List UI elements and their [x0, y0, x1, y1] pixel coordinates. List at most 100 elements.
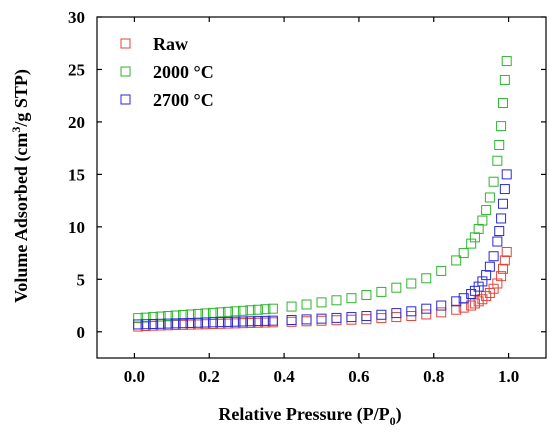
data-point-series-2 [488, 251, 499, 262]
data-point-series-1 [331, 295, 342, 306]
data-point-series-0 [316, 315, 327, 326]
y-tick-label: 25 [68, 60, 85, 79]
data-point-series-2 [140, 319, 151, 330]
data-point-series-2 [331, 312, 342, 323]
data-point-series-2 [361, 311, 372, 322]
data-point-series-0 [497, 263, 508, 274]
data-point-series-2 [346, 312, 357, 323]
x-axis-ticks: 0.0 0.2 0.4 0.6 0.8 1.0 [124, 17, 519, 386]
data-point-series-2 [494, 226, 505, 237]
data-point-series-1 [133, 313, 144, 324]
data-point-series-2 [267, 315, 278, 326]
data-point-series-2 [481, 270, 492, 281]
data-point-series-0 [346, 314, 357, 325]
data-point-series-2 [499, 184, 510, 195]
data-point-series-1 [497, 98, 508, 109]
data-point-series-1 [494, 140, 505, 151]
x-axis-title-main: Relative Pressure (P/P [218, 404, 389, 425]
data-points [133, 56, 512, 332]
data-point-series-2 [237, 316, 248, 327]
data-point-series-0 [301, 316, 312, 327]
data-point-series-0 [436, 307, 447, 318]
data-point-series-1 [481, 205, 492, 216]
data-point-series-1 [477, 215, 488, 226]
y-axis-title-main: Volume Adsorbed (cm [11, 133, 32, 303]
data-point-series-1 [361, 290, 372, 301]
data-point-series-2 [391, 308, 402, 319]
legend-item-2700c: 2700 °C [120, 90, 214, 110]
data-point-series-1 [421, 273, 432, 284]
data-point-series-2 [222, 316, 233, 327]
data-point-series-1 [484, 192, 495, 203]
data-point-series-0 [421, 309, 432, 320]
data-point-series-0 [488, 283, 499, 294]
x-axis-title-end: ) [396, 404, 402, 425]
data-point-series-1 [163, 311, 174, 322]
legend-item-raw: Raw [120, 34, 188, 54]
data-point-series-1 [466, 238, 477, 249]
data-point-series-0 [481, 291, 492, 302]
data-point-series-0 [496, 271, 507, 282]
data-point-series-2 [496, 213, 507, 224]
data-point-series-2 [421, 303, 432, 314]
data-point-series-2 [163, 318, 174, 329]
data-point-series-1 [501, 56, 512, 67]
data-point-series-2 [376, 309, 387, 320]
data-point-series-2 [245, 316, 256, 327]
y-axis-ticks: 0 5 10 15 20 25 30 [68, 8, 546, 342]
data-point-series-1 [222, 306, 233, 317]
data-point-series-1 [469, 232, 480, 243]
data-point-series-0 [501, 247, 512, 258]
data-point-series-2 [185, 317, 196, 328]
data-point-series-1 [148, 312, 159, 323]
data-point-series-0 [499, 255, 510, 266]
y-tick-label: 0 [77, 323, 86, 342]
data-point-series-2 [200, 317, 211, 328]
x-tick-label: 0.6 [348, 367, 369, 386]
data-point-series-2 [484, 261, 495, 272]
data-point-series-1 [492, 155, 503, 166]
data-point-series-1 [245, 305, 256, 316]
data-point-series-1 [473, 223, 484, 234]
data-point-series-0 [473, 296, 484, 307]
data-point-series-1 [488, 176, 499, 187]
data-point-series-2 [252, 316, 263, 327]
data-point-series-2 [230, 316, 241, 327]
data-point-series-1 [451, 255, 462, 266]
y-tick-label: 5 [77, 270, 86, 289]
data-point-series-1 [458, 248, 469, 259]
y-axis-title-superscript: 3 [9, 127, 23, 133]
data-point-series-1 [140, 312, 151, 323]
data-point-series-1 [215, 307, 226, 318]
data-point-series-1 [496, 121, 507, 132]
data-point-series-2 [170, 318, 181, 329]
data-point-series-1 [155, 311, 166, 322]
data-point-series-2 [501, 169, 512, 180]
data-point-series-0 [477, 294, 488, 305]
data-point-series-0 [376, 313, 387, 324]
data-point-series-2 [466, 288, 477, 299]
x-tick-label: 0.0 [124, 367, 145, 386]
x-tick-label: 0.8 [423, 367, 444, 386]
legend-symbol-2700c [120, 94, 131, 105]
x-tick-label: 1.0 [498, 367, 519, 386]
data-point-series-2 [316, 313, 327, 324]
data-point-series-1 [252, 304, 263, 315]
data-point-series-2 [497, 198, 508, 209]
data-point-series-0 [451, 304, 462, 315]
data-point-series-2 [155, 318, 166, 329]
data-point-series-2 [477, 276, 488, 287]
data-point-series-0 [391, 312, 402, 323]
data-point-series-1 [237, 305, 248, 316]
legend-label-raw: Raw [153, 34, 188, 54]
data-point-series-2 [492, 236, 503, 247]
data-point-series-1 [436, 265, 447, 276]
data-point-series-0 [331, 315, 342, 326]
data-point-series-2 [178, 318, 189, 329]
y-tick-label: 30 [68, 8, 85, 27]
data-point-series-1 [230, 306, 241, 317]
data-point-series-2 [207, 317, 218, 328]
legend: Raw 2000 °C 2700 °C [120, 34, 214, 110]
data-point-series-1 [346, 293, 357, 304]
